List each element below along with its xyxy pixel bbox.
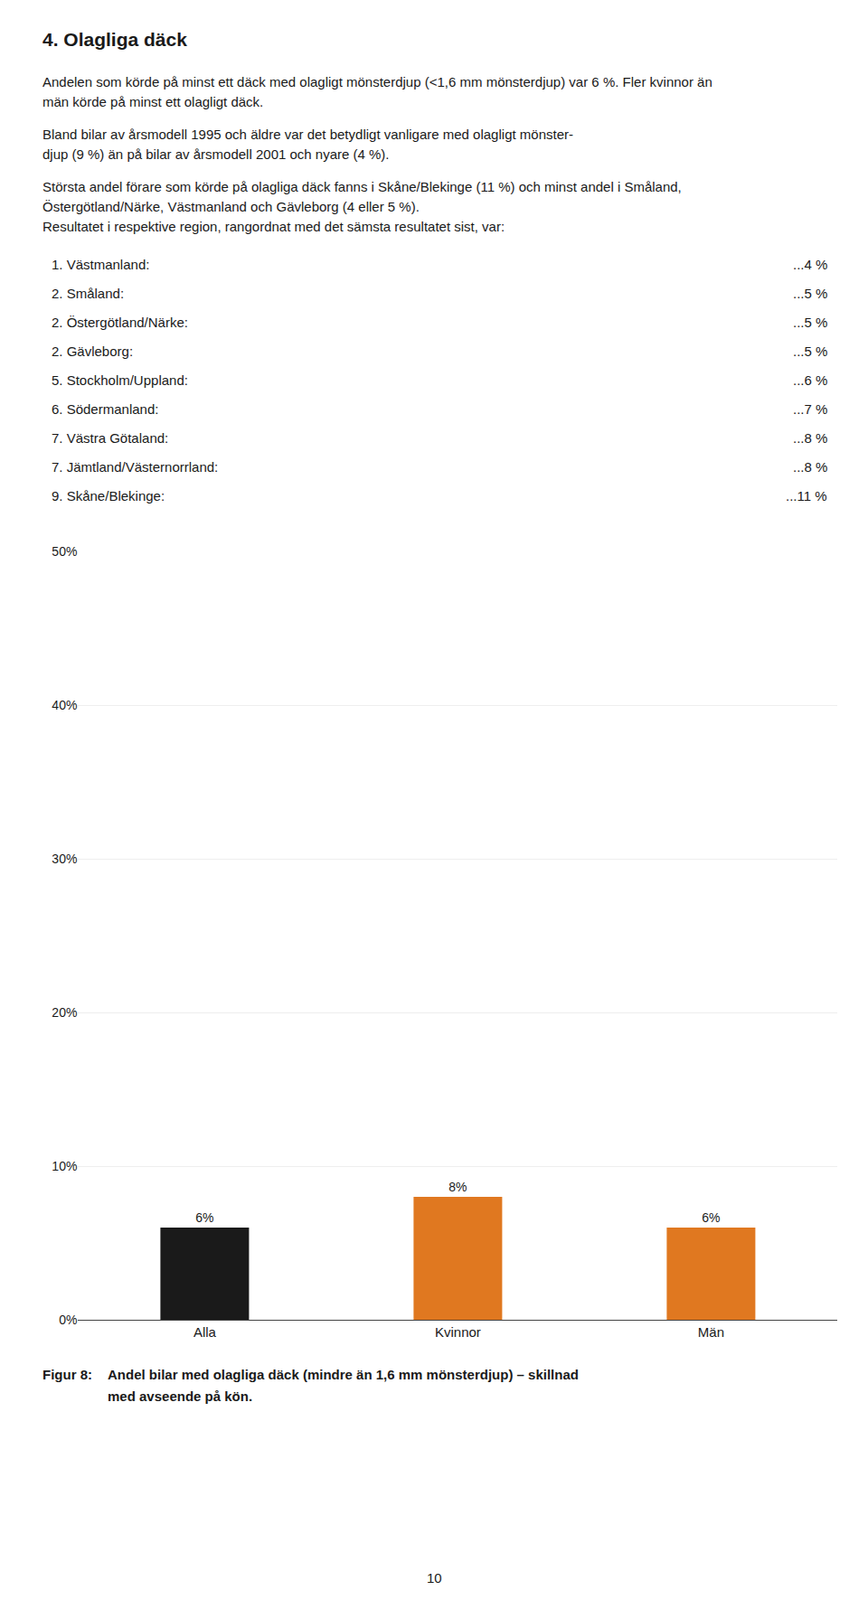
svg-text:9. Skåne/Blekinge:: 9. Skåne/Blekinge:	[51, 488, 165, 504]
svg-text:40%: 40%	[51, 698, 77, 713]
svg-text:Andelen som körde på minst ett: Andelen som körde på minst ett däck med …	[42, 74, 713, 90]
svg-text:...4 %: ...4 %	[792, 256, 828, 273]
svg-text:...7 %: ...7 %	[792, 401, 828, 417]
svg-text:50%: 50%	[51, 544, 77, 559]
svg-text:Bland bilar av årsmodell 1995: Bland bilar av årsmodell 1995 och äldre …	[42, 126, 574, 142]
svg-text:Andel bilar med olagliga däck: Andel bilar med olagliga däck (mindre än…	[107, 1367, 579, 1383]
svg-text:6%: 6%	[195, 1210, 214, 1226]
svg-text:30%: 30%	[51, 851, 77, 867]
svg-text:2. Småland:: 2. Småland:	[51, 285, 124, 302]
svg-text:...8 %: ...8 %	[792, 430, 828, 446]
svg-text:4. Olagliga däck: 4. Olagliga däck	[42, 28, 188, 50]
svg-text:Kvinnor: Kvinnor	[434, 1324, 482, 1340]
svg-text:...8 %: ...8 %	[792, 459, 828, 475]
svg-text:10%: 10%	[51, 1159, 77, 1174]
svg-text:djup (9 %) än på bilar av årsm: djup (9 %) än på bilar av årsmodell 2001…	[42, 146, 390, 162]
svg-text:6. Södermanland:: 6. Södermanland:	[51, 401, 159, 417]
svg-text:Alla: Alla	[193, 1324, 217, 1340]
svg-text:7. Jämtland/Västernorrland:: 7. Jämtland/Västernorrland:	[51, 459, 218, 475]
svg-text:Största andel förare som körde: Största andel förare som körde på olagli…	[42, 179, 682, 195]
svg-text:20%: 20%	[51, 1005, 77, 1020]
svg-text:10: 10	[426, 1570, 443, 1586]
svg-text:...6 %: ...6 %	[792, 372, 828, 388]
svg-text:Män: Män	[698, 1324, 725, 1340]
svg-text:med avseende på kön.: med avseende på kön.	[107, 1388, 253, 1405]
svg-text:5. Stockholm/Uppland:: 5. Stockholm/Uppland:	[51, 372, 189, 388]
svg-text:1. Västmanland:: 1. Västmanland:	[51, 256, 150, 273]
svg-text:...5 %: ...5 %	[792, 285, 828, 302]
svg-text:7. Västra Götaland:: 7. Västra Götaland:	[51, 430, 169, 446]
svg-text:...5 %: ...5 %	[792, 343, 828, 359]
svg-text:6%: 6%	[701, 1210, 720, 1226]
svg-text:8%: 8%	[448, 1179, 467, 1195]
svg-text:Resultatet i respektive region: Resultatet i respektive region, rangordn…	[42, 218, 505, 235]
svg-text:2. Gävleborg:: 2. Gävleborg:	[51, 343, 133, 359]
svg-text:2. Östergötland/Närke:: 2. Östergötland/Närke:	[51, 314, 189, 331]
svg-text:...5 %: ...5 %	[792, 314, 828, 331]
svg-text:Figur 8:: Figur 8:	[42, 1367, 93, 1383]
svg-text:män körde på minst ett olaglig: män körde på minst ett olagligt däck.	[42, 94, 264, 110]
svg-text:0%: 0%	[58, 1312, 77, 1328]
svg-text:...11 %: ...11 %	[785, 488, 828, 504]
svg-text:Östergötland/Närke, Västmanlan: Östergötland/Närke, Västmanland och Gävl…	[42, 198, 420, 215]
